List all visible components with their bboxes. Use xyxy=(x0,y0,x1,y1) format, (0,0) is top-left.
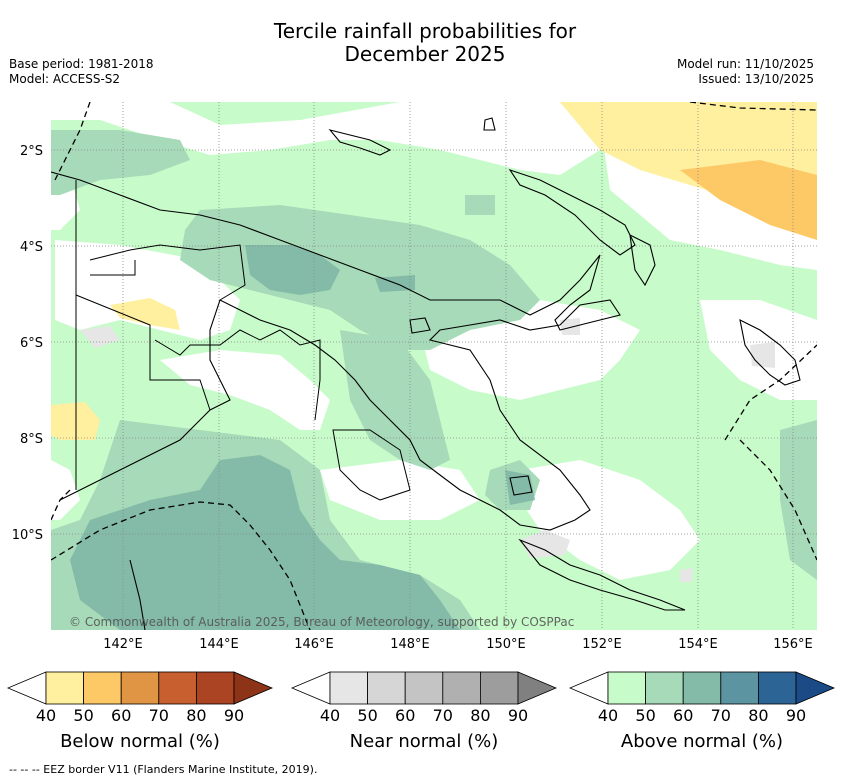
model-name: Model: ACCESS-S2 xyxy=(9,72,121,86)
colorbar-tick-label: 80 xyxy=(186,706,206,725)
colorbar-extend-low xyxy=(568,671,609,705)
colorbar-extend-high xyxy=(517,671,558,705)
colorbar-swatch xyxy=(758,671,797,705)
meta-left: Base period: 1981-2018 Model: ACCESS-S2 xyxy=(9,57,154,87)
colorbar-extend-high xyxy=(795,671,836,705)
lat-label: 4°S xyxy=(20,240,43,255)
lat-label: 6°S xyxy=(20,336,43,351)
chart-title: Tercile rainfall probabilities for Decem… xyxy=(0,20,850,66)
colorbar-swatch xyxy=(404,671,444,705)
lon-label: 144°E xyxy=(199,637,239,652)
colorbar-near-normal: 40 50 60 70 80 90 xyxy=(290,671,558,725)
graticule xyxy=(51,102,817,630)
near-40-regions xyxy=(80,318,775,582)
lon-label: 148°E xyxy=(390,637,430,652)
colorbar-tick-label: 60 xyxy=(111,706,131,725)
colorbar-tick-label: 60 xyxy=(673,706,693,725)
colorbar-label-below: Below normal (%) xyxy=(60,731,220,752)
colorbar-swatch xyxy=(720,671,759,705)
colorbar-extend-low xyxy=(6,671,47,705)
colorbar-below-normal: 40 50 60 70 80 90 xyxy=(6,671,274,725)
colorbar-extend-high xyxy=(233,671,274,705)
colorbar-tick-label: 70 xyxy=(711,706,731,725)
colorbar-swatch xyxy=(367,671,406,705)
colorbar-tick-label: 90 xyxy=(786,706,806,725)
colorbar-swatch xyxy=(195,671,235,705)
coastlines xyxy=(51,117,801,630)
colorbar-tick-label: 80 xyxy=(748,706,768,725)
colorbar-tick-label: 70 xyxy=(433,706,453,725)
colorbar-swatch xyxy=(479,671,519,705)
colorbar-swatch xyxy=(607,671,646,705)
colorbar-swatch xyxy=(158,671,197,705)
colorbar-tick-label: 80 xyxy=(470,706,490,725)
colorbar-tick-label: 50 xyxy=(73,706,93,725)
eez-footnote: -- -- -- EEZ border V11 (Flanders Marine… xyxy=(9,763,318,776)
title-line-1: Tercile rainfall probabilities for xyxy=(273,19,577,43)
colorbar-above-normal: 40 50 60 70 80 90 xyxy=(568,671,836,725)
meta-right: Model run: 11/10/2025 Issued: 13/10/2025 xyxy=(677,57,814,87)
colorbar-tick-label: 90 xyxy=(224,706,244,725)
colorbar-swatch xyxy=(682,671,722,705)
colorbar-extend-low xyxy=(290,671,331,705)
lon-label: 154°E xyxy=(678,637,718,652)
lon-label: 150°E xyxy=(486,637,526,652)
lon-label: 146°E xyxy=(294,637,334,652)
lat-label: 2°S xyxy=(20,144,43,159)
colorbar-swatch xyxy=(645,671,684,705)
model-run: Model run: 11/10/2025 xyxy=(676,57,814,71)
colorbar-swatch xyxy=(329,671,368,705)
colorbar-tick-label: 50 xyxy=(357,706,377,725)
colorbar-tick-label: 40 xyxy=(36,706,56,725)
colorbar-tick-label: 40 xyxy=(598,706,618,725)
colorbar-tick-label: 90 xyxy=(508,706,528,725)
lat-label: 10°S xyxy=(12,528,43,543)
issued-date: Issued: 13/10/2025 xyxy=(698,72,814,86)
copyright-text: © Commonwealth of Australia 2025, Bureau… xyxy=(69,615,574,629)
lat-label: 8°S xyxy=(20,432,43,447)
lon-label: 142°E xyxy=(103,637,143,652)
lon-label: 152°E xyxy=(582,637,622,652)
lon-labels: 142°E 144°E 146°E 148°E 150°E 152°E 154°… xyxy=(103,637,813,652)
borders xyxy=(75,180,411,501)
colorbar-swatch xyxy=(83,671,122,705)
colorbar-label-near: Near normal (%) xyxy=(349,731,499,752)
base-period: Base period: 1981-2018 xyxy=(9,57,154,71)
lon-label: 156°E xyxy=(773,637,813,652)
map-panel: © Commonwealth of Australia 2025, Bureau… xyxy=(51,102,817,630)
eez-border xyxy=(51,102,817,630)
title-line-2: December 2025 xyxy=(344,42,506,66)
colorbar-tick-label: 40 xyxy=(320,706,340,725)
colorbar-swatch xyxy=(120,671,160,705)
below-50-regions xyxy=(51,102,817,440)
colorbar-tick-label: 50 xyxy=(635,706,655,725)
colorbar-tick-label: 60 xyxy=(395,706,415,725)
colorbar-label-above: Above normal (%) xyxy=(620,731,784,752)
colorbar-tick-label: 70 xyxy=(149,706,169,725)
colorbar-swatch xyxy=(442,671,481,705)
lat-labels: 2°S 4°S 6°S 8°S 10°S xyxy=(12,144,43,543)
colorbar-swatch xyxy=(45,671,84,705)
